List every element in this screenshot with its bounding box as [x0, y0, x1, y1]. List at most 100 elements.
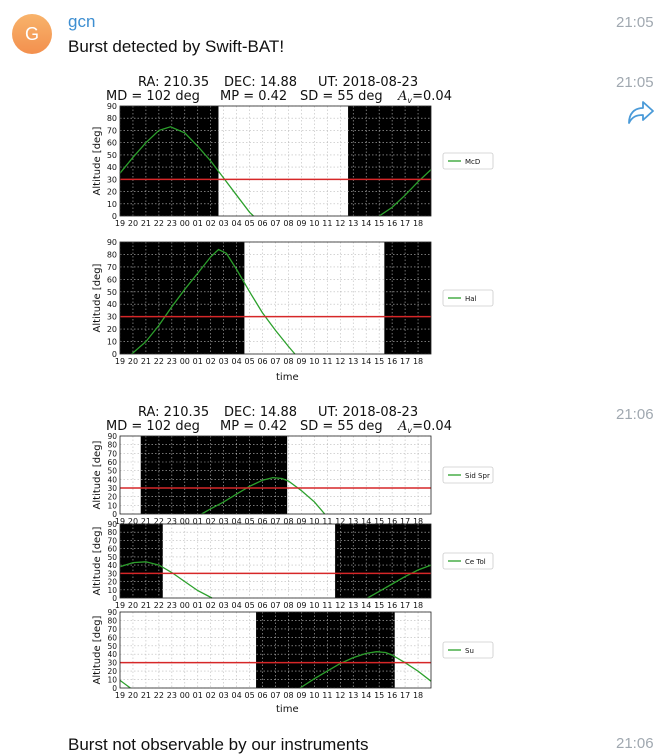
x-tick-label: 05: [244, 517, 254, 526]
legend-label: Hal: [465, 295, 477, 303]
x-tick-label: 13: [348, 517, 358, 526]
x-tick-label: 10: [309, 517, 319, 526]
plot-frame: [119, 523, 432, 599]
x-tick-label: 06: [257, 219, 267, 228]
night-band: [120, 242, 245, 354]
header-sd: SD = 55 deg: [300, 419, 383, 434]
x-tick-label: 21: [141, 219, 151, 228]
x-tick-label: 06: [257, 517, 267, 526]
y-axis-label: Altitude [deg]: [92, 263, 103, 332]
x-tick-label: 11: [322, 357, 332, 366]
x-tick-label: 12: [335, 601, 345, 610]
x-tick-label: 17: [400, 219, 410, 228]
altitude-curve: [119, 561, 213, 599]
x-tick-label: 05: [244, 219, 254, 228]
y-tick-label: 60: [107, 139, 117, 148]
x-tick-label: 15: [374, 601, 384, 610]
x-tick-label: 14: [361, 517, 371, 526]
x-tick-label: 20: [128, 601, 138, 610]
x-tick-label: 00: [180, 691, 190, 700]
header-md: MD = 102 deg: [106, 89, 200, 104]
x-tick-label: 09: [296, 219, 306, 228]
x-tick-label: 01: [193, 601, 203, 610]
forward-icon[interactable]: [626, 100, 656, 126]
x-tick-label: 05: [244, 357, 254, 366]
x-tick-label: 08: [283, 517, 293, 526]
altitude-curve: [131, 248, 296, 355]
x-tick-label: 03: [219, 601, 229, 610]
x-tick-label: 07: [270, 601, 280, 610]
altitude-curve: [119, 126, 254, 217]
x-tick-label: 05: [244, 601, 254, 610]
header-ut: UT: 2018-08-23: [318, 75, 418, 90]
x-tick-label: 12: [335, 691, 345, 700]
y-tick-label: 50: [107, 642, 117, 651]
y-tick-label: 0: [112, 594, 117, 603]
legend-box: [442, 289, 494, 307]
header-ut: UT: 2018-08-23: [318, 405, 418, 420]
sender-name[interactable]: gcn: [68, 12, 96, 31]
header-mp: MP = 0.42: [220, 419, 287, 434]
message-text: Burst not observable by our instruments: [68, 735, 369, 754]
x-tick-label: 08: [283, 219, 293, 228]
x-tick-label: 09: [296, 357, 306, 366]
x-tick-label: 02: [206, 357, 216, 366]
x-tick-label: 14: [361, 691, 371, 700]
x-tick-label: 06: [257, 691, 267, 700]
header-dec: DEC: 14.88: [224, 405, 297, 420]
avatar[interactable]: G: [12, 14, 52, 54]
x-tick-label: 16: [387, 517, 397, 526]
x-tick-label: 16: [387, 219, 397, 228]
y-tick-label: 90: [107, 238, 117, 247]
x-tick-label: 00: [180, 601, 190, 610]
x-tick-label: 20: [128, 517, 138, 526]
x-tick-label: 19: [115, 601, 125, 610]
x-tick-label: 23: [167, 691, 177, 700]
x-tick-label: 16: [387, 601, 397, 610]
y-tick-label: 70: [107, 126, 117, 135]
avatar-letter: G: [24, 23, 39, 44]
altitude-curve: [367, 564, 432, 599]
x-tick-label: 05: [244, 691, 254, 700]
x-tick-label: 17: [400, 517, 410, 526]
x-tick-label: 15: [374, 219, 384, 228]
x-tick-label: 04: [232, 691, 242, 700]
altitude-curve: [378, 169, 432, 217]
x-tick-label: 17: [400, 691, 410, 700]
legend-label: Ce Tol: [465, 558, 486, 566]
y-tick-label: 40: [107, 561, 117, 570]
y-tick-label: 10: [107, 501, 117, 510]
y-tick-label: 10: [107, 586, 117, 595]
y-tick-label: 20: [107, 188, 117, 197]
legend-box: [442, 552, 494, 570]
night-band: [140, 436, 288, 514]
y-tick-label: 80: [107, 250, 117, 259]
x-tick-label: 01: [193, 357, 203, 366]
x-tick-label: 19: [115, 517, 125, 526]
y-tick-label: 80: [107, 114, 117, 123]
x-tick-label: 10: [309, 219, 319, 228]
x-tick-label: 20: [128, 357, 138, 366]
x-tick-label: 16: [387, 357, 397, 366]
y-axis-label: Altitude [deg]: [92, 526, 103, 595]
x-tick-label: 10: [309, 691, 319, 700]
y-tick-label: 60: [107, 545, 117, 554]
x-tick-label: 11: [322, 691, 332, 700]
x-axis-label: time: [276, 372, 299, 383]
header-mp: MP = 0.42: [220, 89, 287, 104]
x-tick-label: 11: [322, 219, 332, 228]
altitude-curve: [299, 651, 432, 689]
x-tick-label: 18: [413, 357, 423, 366]
x-tick-label: 17: [400, 357, 410, 366]
x-tick-label: 17: [400, 601, 410, 610]
x-tick-label: 13: [348, 691, 358, 700]
plot-frame: [119, 241, 432, 355]
x-tick-label: 14: [361, 357, 371, 366]
x-axis-label: time: [276, 704, 299, 715]
night-band: [120, 524, 163, 598]
x-tick-label: 16: [387, 691, 397, 700]
y-tick-label: 30: [107, 659, 117, 668]
y-tick-label: 70: [107, 536, 117, 545]
